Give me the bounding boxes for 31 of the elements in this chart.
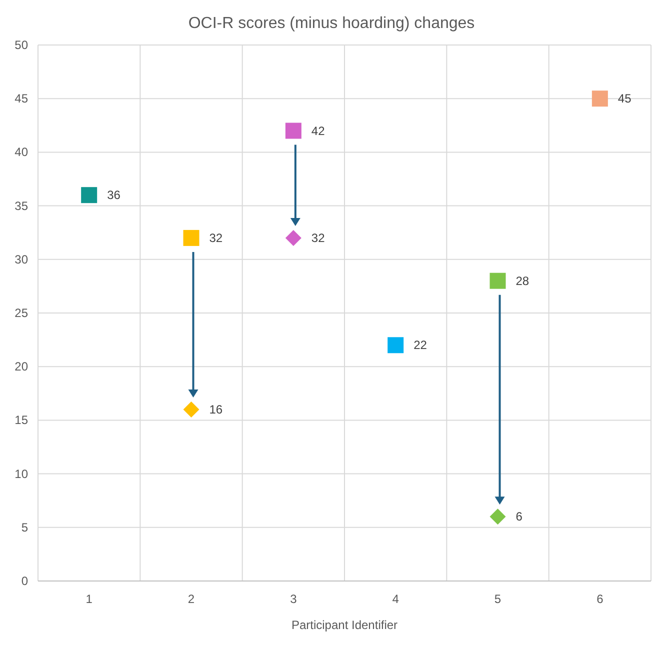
- y-tick-label: 0: [21, 574, 28, 588]
- data-label: 32: [209, 230, 223, 245]
- y-tick-label: 20: [14, 360, 28, 374]
- point: [81, 187, 98, 204]
- x-tick-label: 3: [290, 592, 298, 606]
- x-tick-label: 6: [596, 592, 604, 606]
- data-label: 16: [209, 402, 223, 416]
- chart-title: OCI-R scores (minus hoarding) changes: [188, 15, 475, 32]
- data-label: 28: [516, 274, 530, 288]
- y-tick-label: 50: [14, 38, 28, 52]
- y-tick-label: 5: [21, 520, 28, 534]
- data-label: 42: [311, 124, 326, 138]
- x-tick-label: 5: [494, 592, 502, 606]
- y-tick-label: 30: [14, 252, 28, 266]
- x-tick-label: 4: [392, 592, 400, 606]
- point: [592, 90, 608, 107]
- data-label: 22: [414, 338, 428, 352]
- data-label: 32: [311, 230, 326, 245]
- point: [388, 337, 404, 354]
- y-tick-label: 25: [14, 306, 28, 320]
- x-tick-label: 2: [188, 592, 195, 606]
- y-tick-label: 45: [14, 92, 28, 106]
- data-label: 45: [618, 92, 632, 106]
- data-label: 6: [516, 510, 523, 524]
- y-tick-label: 40: [14, 145, 28, 160]
- x-axis-title: Participant Identifier: [291, 618, 398, 632]
- y-tick-label: 35: [14, 198, 28, 213]
- x-tick-label: 1: [86, 592, 93, 606]
- y-tick-label: 10: [14, 466, 28, 481]
- data-label: 36: [107, 188, 121, 202]
- y-tick-label: 15: [14, 413, 28, 428]
